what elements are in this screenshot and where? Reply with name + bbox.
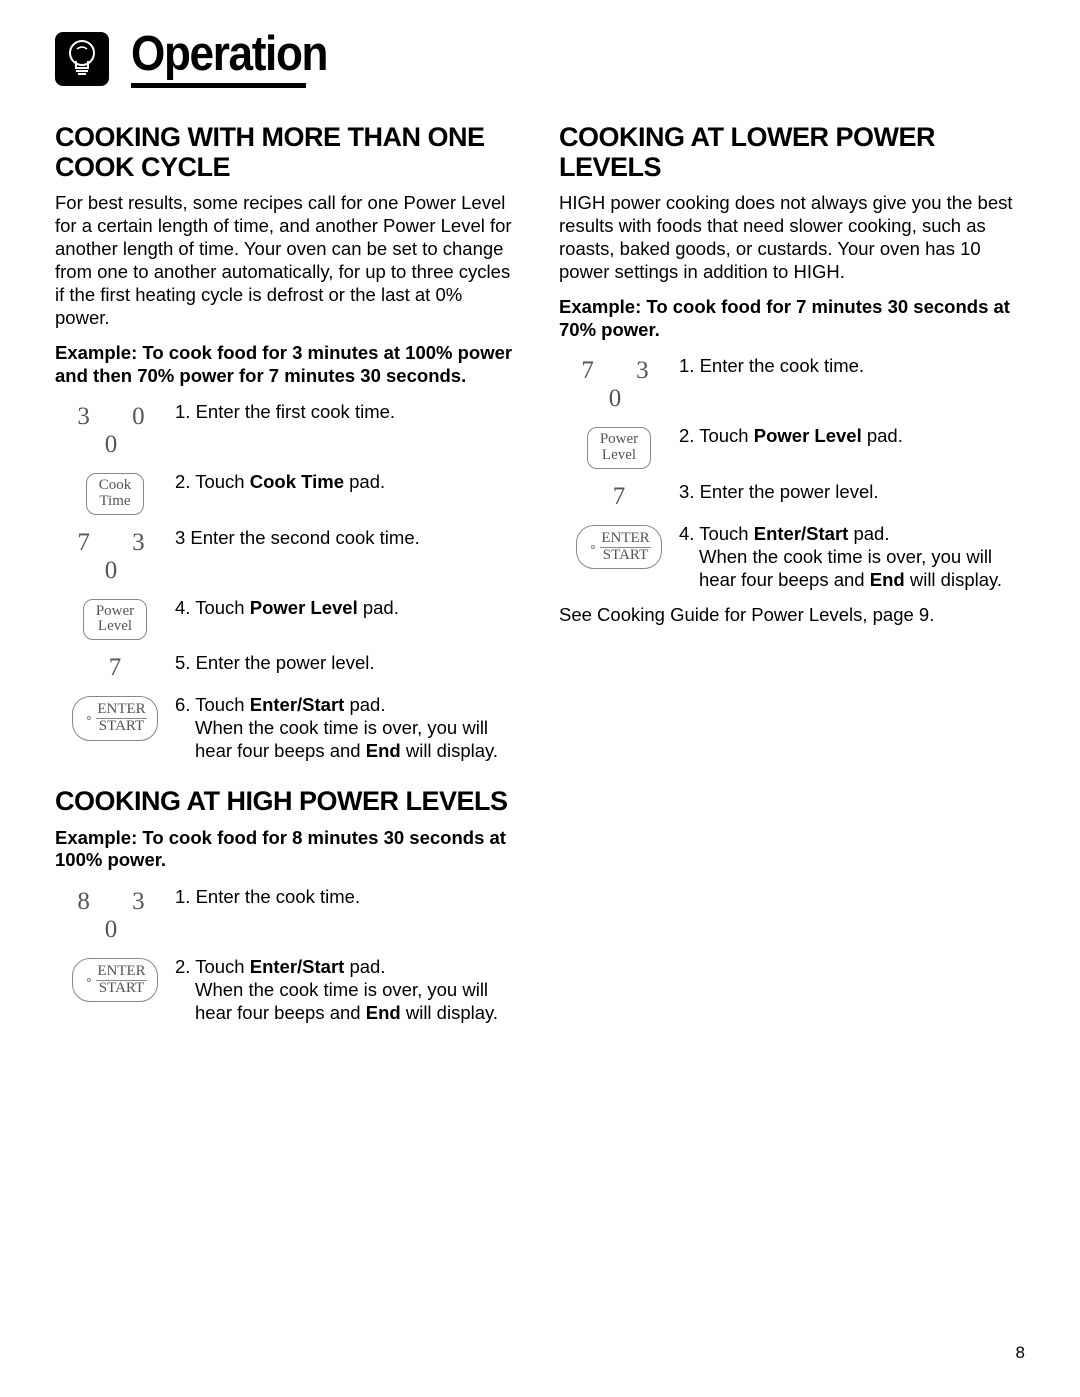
display-digits: 8 3 0: [55, 888, 175, 944]
step-text: 2. Touch Cook Time pad.: [175, 471, 521, 494]
step-text: 6. Touch Enter/Start pad. When the cook …: [175, 694, 521, 763]
step-text: 3. Enter the power level.: [679, 481, 1025, 504]
enter-start-pad-icon: ENTERSTART: [576, 525, 661, 570]
step-text: 4. Touch Power Level pad.: [175, 597, 521, 620]
step-text: 1. Enter the cook time.: [175, 886, 521, 909]
cook-time-pad-icon: CookTime: [86, 473, 145, 515]
display-digits: 3 0 0: [55, 403, 175, 459]
section-heading: COOKING AT HIGH POWER LEVELS: [55, 787, 521, 817]
footer-reference: See Cooking Guide for Power Levels, page…: [559, 604, 1025, 627]
power-level-pad-icon: PowerLevel: [83, 599, 147, 641]
main-title-wrap: Operation: [131, 30, 349, 88]
step-row: 7 5. Enter the power level.: [55, 652, 521, 682]
step-text: 5. Enter the power level.: [175, 652, 521, 675]
enter-start-pad-icon: ENTERSTART: [72, 958, 157, 1003]
title-underline: [131, 83, 306, 88]
lightbulb-icon: [55, 32, 109, 86]
step-row: ENTERSTART 2. Touch Enter/Start pad. Whe…: [55, 956, 521, 1025]
step-row: ENTERSTART 4. Touch Enter/Start pad. Whe…: [559, 523, 1025, 592]
page-header: Operation: [55, 30, 1025, 88]
step-text: 1. Enter the first cook time.: [175, 401, 521, 424]
step-text: 2. Touch Enter/Start pad. When the cook …: [175, 956, 521, 1025]
display-digit: 7: [109, 654, 122, 682]
left-column: COOKING WITH MORE THAN ONE COOK CYCLE Fo…: [55, 123, 521, 1037]
step-row: ENTERSTART 6. Touch Enter/Start pad. Whe…: [55, 694, 521, 763]
content-columns: COOKING WITH MORE THAN ONE COOK CYCLE Fo…: [55, 123, 1025, 1037]
display-digits: 7 3 0: [55, 529, 175, 585]
step-text: 1. Enter the cook time.: [679, 355, 1025, 378]
example-label: Example: To cook food for 7 minutes 30 s…: [559, 296, 1025, 341]
step-row: 7 3. Enter the power level.: [559, 481, 1025, 511]
section-heading: COOKING AT LOWER POWER LEVELS: [559, 123, 1025, 182]
intro-text: For best results, some recipes call for …: [55, 192, 521, 330]
display-digit: 7: [613, 483, 626, 511]
example-label: Example: To cook food for 3 minutes at 1…: [55, 342, 521, 387]
section-heading: COOKING WITH MORE THAN ONE COOK CYCLE: [55, 123, 521, 182]
step-text: 3 Enter the second cook time.: [175, 527, 521, 550]
main-title: Operation: [131, 30, 327, 79]
example-label: Example: To cook food for 8 minutes 30 s…: [55, 827, 521, 872]
enter-start-pad-icon: ENTERSTART: [72, 696, 157, 741]
step-row: PowerLevel 4. Touch Power Level pad.: [55, 597, 521, 641]
display-digits: 7 3 0: [559, 357, 679, 413]
step-row: 7 3 0 3 Enter the second cook time.: [55, 527, 521, 585]
page-number: 8: [1016, 1343, 1025, 1363]
intro-text: HIGH power cooking does not always give …: [559, 192, 1025, 284]
step-text: 4. Touch Enter/Start pad. When the cook …: [679, 523, 1025, 592]
step-row: 3 0 0 1. Enter the first cook time.: [55, 401, 521, 459]
step-text: 2. Touch Power Level pad.: [679, 425, 1025, 448]
right-column: COOKING AT LOWER POWER LEVELS HIGH power…: [559, 123, 1025, 1037]
step-row: CookTime 2. Touch Cook Time pad.: [55, 471, 521, 515]
step-row: 7 3 0 1. Enter the cook time.: [559, 355, 1025, 413]
power-level-pad-icon: PowerLevel: [587, 427, 651, 469]
step-row: PowerLevel 2. Touch Power Level pad.: [559, 425, 1025, 469]
step-row: 8 3 0 1. Enter the cook time.: [55, 886, 521, 944]
